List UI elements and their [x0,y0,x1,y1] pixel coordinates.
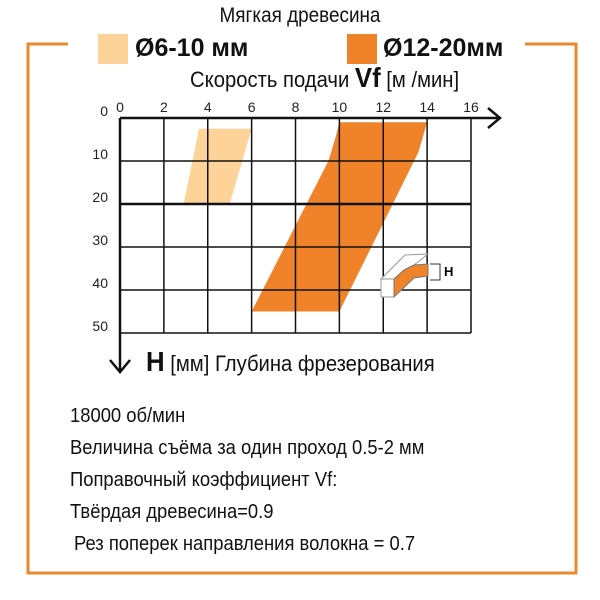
x-axis-label-text: Скорость подачи [190,67,350,92]
y-tick-10: 10 [92,146,108,162]
chart-title: Мягкая древесина [219,4,381,27]
x-axis-symbol: Vf [354,62,381,93]
x-axis-unit: [м /мин] [386,67,460,92]
legend-label-small: Ø6-10 мм [135,34,249,62]
y-tick-50: 50 [92,318,108,334]
x-axis-arrow [487,107,502,129]
x-axis-label: Скорость подачи Vf [м /мин] [190,62,459,94]
y-tick-40: 40 [92,275,108,291]
x-tick-12: 12 [375,99,391,115]
workpiece-icon-end [380,278,395,298]
series-area-0 [183,128,252,204]
legend-swatch-large [347,34,377,64]
note-hardwood: Твёрдая древесина=0.9 [70,501,274,523]
x-tick-14: 14 [419,99,435,115]
note-depth-per-pass: Величина съёма за один проход 0.5-2 мм [70,437,425,459]
y-tick-30: 30 [92,232,108,248]
y-tick-20: 20 [92,189,108,205]
x-tick-4: 4 [204,99,212,115]
x-tick-8: 8 [292,99,300,115]
y-axis-label: H [мм] Глубина фрезерования [146,346,435,378]
legend-label-large: Ø12-20мм [383,34,504,62]
y-axis-arrow [109,359,131,374]
workpiece-icon-cut [393,263,429,299]
x-tick-10: 10 [332,99,348,115]
frame-line [26,42,578,575]
y-axis-unit: [мм] [170,351,210,376]
note-correction: Поправочный коэффициент Vf: [70,469,338,491]
y-axis-label-text: Глубина фрезерования [214,351,435,376]
y-axis-symbol: H [146,346,165,377]
note-rpm: 18000 об/мин [70,405,186,427]
plot-area: 0 2 4 6 8 10 12 14 16 0 10 20 30 40 50 H [92,99,502,374]
depth-bracket-icon [430,263,441,281]
inset-label-h: H [444,264,453,279]
x-tick-2: 2 [160,99,168,115]
x-tick-0: 0 [116,99,124,115]
legend-swatch-small [98,34,128,64]
y-tick-0: 0 [100,103,108,119]
x-tick-16: 16 [463,99,479,115]
note-cross-grain: Рез поперек направления волокна = 0.7 [74,533,416,555]
x-tick-6: 6 [248,99,256,115]
